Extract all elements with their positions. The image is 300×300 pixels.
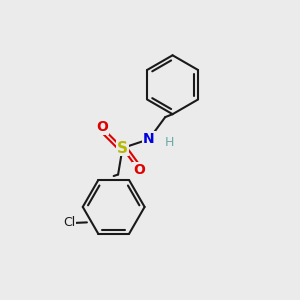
Text: H: H [165,136,174,148]
Text: O: O [96,120,108,134]
Text: N: N [143,132,155,146]
Text: S: S [117,140,128,155]
Text: O: O [133,163,145,177]
Text: Cl: Cl [63,217,75,230]
